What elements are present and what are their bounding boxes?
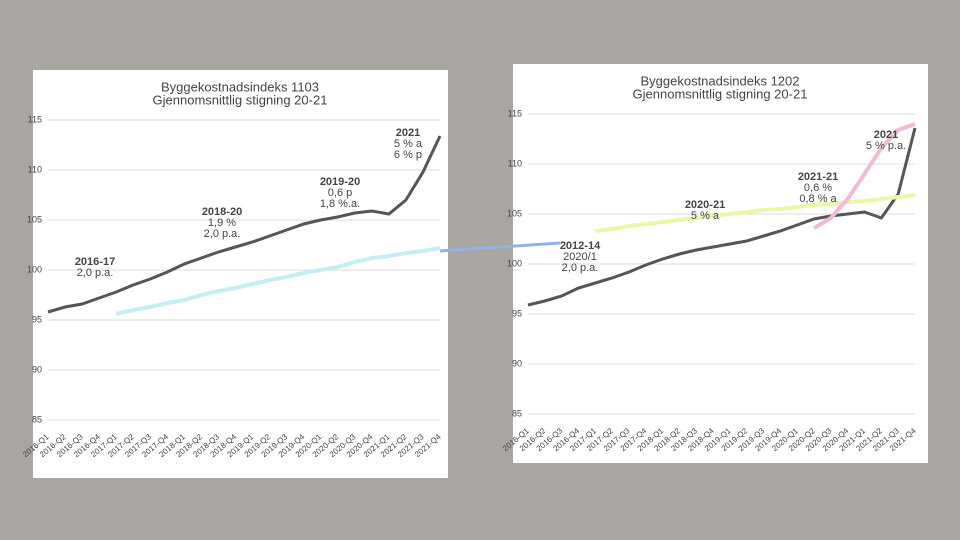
annotation: 1,8 %.a. — [320, 198, 360, 210]
series-line — [527, 127, 917, 307]
panel-left — [33, 70, 448, 478]
annotation: 2012-14 — [560, 240, 601, 252]
annotation: 5 % a — [691, 210, 720, 222]
annotation: 2020-21 — [685, 199, 725, 211]
annotation: 2019-20 — [320, 176, 360, 188]
y-tick-label: 85 — [32, 414, 42, 424]
connector — [439, 241, 561, 253]
annotation: 1,9 % — [208, 217, 236, 229]
annotation: 2021-21 — [798, 171, 838, 183]
annotation: 5 % a — [394, 138, 423, 150]
y-tick-label: 115 — [28, 114, 42, 124]
series-line — [812, 122, 916, 230]
y-tick-label: 100 — [27, 264, 42, 274]
annotation: 0,8 % a — [799, 193, 837, 205]
series-line — [47, 135, 442, 314]
y-tick-label: 110 — [28, 164, 42, 174]
annotation: 6 % p — [394, 149, 422, 161]
y-tick-label: 110 — [508, 158, 522, 168]
y-tick-label: 90 — [32, 364, 42, 374]
annotation: 2020/1 — [563, 251, 597, 263]
y-tick-label: 115 — [508, 108, 522, 118]
y-tick-label: 100 — [507, 258, 522, 268]
series-line — [595, 193, 916, 233]
annotation: 2,0 p.a. — [77, 267, 114, 279]
annotation: 0,6 p — [328, 187, 352, 199]
chart-title: Byggekostnadsindeks 1202 — [640, 73, 799, 88]
annotation: 2018-20 — [202, 206, 242, 218]
series-line — [115, 246, 441, 316]
annotation: 5 % p.a. — [866, 140, 906, 152]
annotation: 2,0 p.a. — [562, 262, 599, 274]
y-tick-label: 85 — [512, 408, 522, 418]
chart-subtitle: Gjennomsnittlig stigning 20-21 — [633, 86, 808, 101]
annotation: 2021 — [396, 127, 420, 139]
y-tick-label: 95 — [32, 314, 42, 324]
annotation: 2016-17 — [75, 256, 115, 268]
annotation: 2,0 p.a. — [204, 228, 241, 240]
y-tick-label: 105 — [27, 214, 42, 224]
chart-subtitle: Gjennomsnittlig stigning 20-21 — [153, 92, 328, 107]
y-tick-label: 105 — [507, 208, 522, 218]
chart-title: Byggekostnadsindeks 1103 — [161, 79, 319, 94]
y-tick-label: 90 — [512, 358, 522, 368]
annotation: 2021 — [874, 129, 898, 141]
y-tick-label: 95 — [512, 308, 522, 318]
annotation: 0,6 % — [804, 182, 832, 194]
